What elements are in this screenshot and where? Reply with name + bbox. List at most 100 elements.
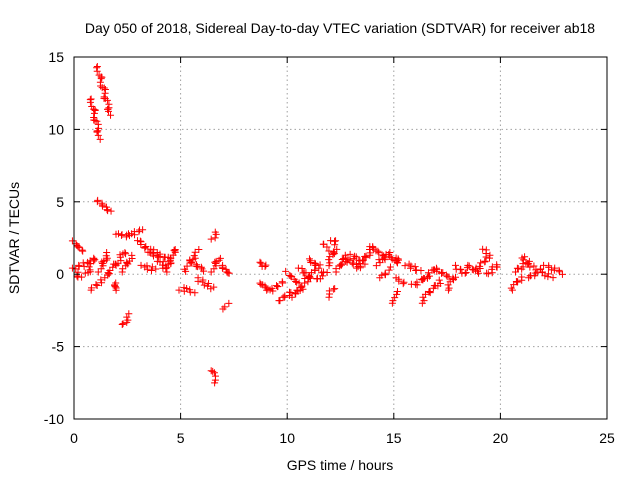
data-point bbox=[79, 247, 87, 255]
chart-title: Day 050 of 2018, Sidereal Day-to-day VTE… bbox=[85, 20, 595, 36]
data-point bbox=[94, 268, 102, 276]
data-point bbox=[521, 253, 529, 261]
data-point bbox=[340, 255, 348, 263]
y-axis-label: SDTVAR / TECUs bbox=[6, 182, 22, 294]
data-point bbox=[326, 259, 334, 267]
data-point bbox=[154, 253, 162, 261]
data-point bbox=[323, 269, 331, 277]
data-point bbox=[200, 267, 208, 275]
data-point bbox=[100, 257, 108, 265]
data-point bbox=[149, 252, 157, 260]
data-point bbox=[298, 265, 306, 273]
data-point bbox=[292, 277, 300, 285]
data-point bbox=[216, 254, 224, 262]
data-point bbox=[341, 251, 349, 259]
data-point bbox=[152, 265, 160, 273]
data-point bbox=[124, 260, 132, 268]
x-tick-label: 10 bbox=[279, 430, 295, 446]
x-tick-label: 15 bbox=[386, 430, 402, 446]
data-point bbox=[438, 269, 446, 277]
data-point bbox=[513, 264, 521, 272]
data-point bbox=[386, 248, 394, 256]
data-point bbox=[486, 251, 494, 259]
data-point bbox=[558, 270, 566, 278]
data-point bbox=[124, 316, 132, 324]
data-point bbox=[114, 230, 122, 238]
data-point bbox=[425, 272, 433, 280]
data-point bbox=[493, 261, 501, 269]
data-point bbox=[417, 266, 425, 274]
data-point bbox=[142, 243, 150, 251]
data-point bbox=[141, 244, 149, 252]
data-point bbox=[210, 369, 218, 377]
data-point bbox=[361, 260, 369, 268]
data-point bbox=[325, 247, 333, 255]
data-point bbox=[380, 254, 388, 262]
data-point bbox=[388, 255, 396, 263]
x-tick-label: 0 bbox=[70, 430, 78, 446]
data-point bbox=[282, 267, 290, 275]
y-tick-label: 10 bbox=[48, 121, 64, 137]
data-point bbox=[104, 107, 112, 115]
data-point bbox=[211, 228, 219, 236]
data-point bbox=[366, 243, 374, 251]
data-point bbox=[121, 249, 129, 257]
data-point bbox=[451, 261, 459, 269]
data-point bbox=[91, 116, 99, 124]
data-point bbox=[183, 262, 191, 270]
data-point bbox=[435, 276, 443, 284]
data-point bbox=[311, 266, 319, 274]
data-point bbox=[211, 379, 219, 387]
data-point bbox=[477, 259, 485, 267]
data-point bbox=[97, 82, 105, 90]
data-point bbox=[175, 286, 183, 294]
data-point bbox=[319, 268, 327, 276]
x-tick-label: 5 bbox=[177, 430, 185, 446]
y-tick-label: 0 bbox=[56, 266, 64, 282]
data-point bbox=[393, 288, 401, 296]
data-point bbox=[86, 98, 94, 106]
data-point bbox=[261, 282, 269, 290]
data-point bbox=[348, 259, 356, 267]
data-point bbox=[68, 237, 76, 245]
data-point bbox=[424, 269, 432, 277]
x-tick-label: 20 bbox=[493, 430, 509, 446]
data-point bbox=[482, 253, 490, 261]
data-point bbox=[116, 251, 124, 259]
data-point bbox=[105, 269, 113, 277]
data-point bbox=[331, 285, 339, 293]
data-point bbox=[125, 310, 133, 318]
data-point bbox=[433, 265, 441, 273]
data-point bbox=[92, 281, 100, 289]
x-axis-label: GPS time / hours bbox=[287, 457, 394, 473]
data-point bbox=[262, 261, 270, 269]
data-point bbox=[225, 269, 233, 277]
data-point bbox=[74, 243, 82, 251]
data-point bbox=[395, 275, 403, 283]
data-point bbox=[526, 263, 534, 271]
data-point bbox=[445, 284, 453, 292]
data-point bbox=[456, 265, 464, 273]
data-point bbox=[147, 266, 155, 274]
data-point bbox=[93, 128, 101, 136]
data-point bbox=[166, 257, 174, 265]
data-point bbox=[545, 262, 553, 270]
data-point bbox=[362, 252, 370, 260]
data-point bbox=[439, 269, 447, 277]
data-point bbox=[225, 299, 233, 307]
data-point bbox=[93, 67, 101, 75]
data-point bbox=[111, 281, 119, 289]
data-point bbox=[336, 261, 344, 269]
data-point bbox=[93, 281, 101, 289]
data-point bbox=[544, 273, 552, 281]
data-point bbox=[97, 75, 105, 83]
data-point bbox=[119, 265, 127, 273]
data-point bbox=[146, 248, 154, 256]
data-point bbox=[98, 279, 106, 287]
data-point bbox=[331, 241, 339, 249]
data-point bbox=[68, 264, 76, 272]
axis-ticks: 0 5 10 15 20 25 -10 -5 0 5 10 15 bbox=[44, 49, 615, 446]
y-tick-label: -10 bbox=[44, 411, 64, 427]
data-point bbox=[122, 250, 130, 258]
data-point bbox=[128, 251, 136, 259]
